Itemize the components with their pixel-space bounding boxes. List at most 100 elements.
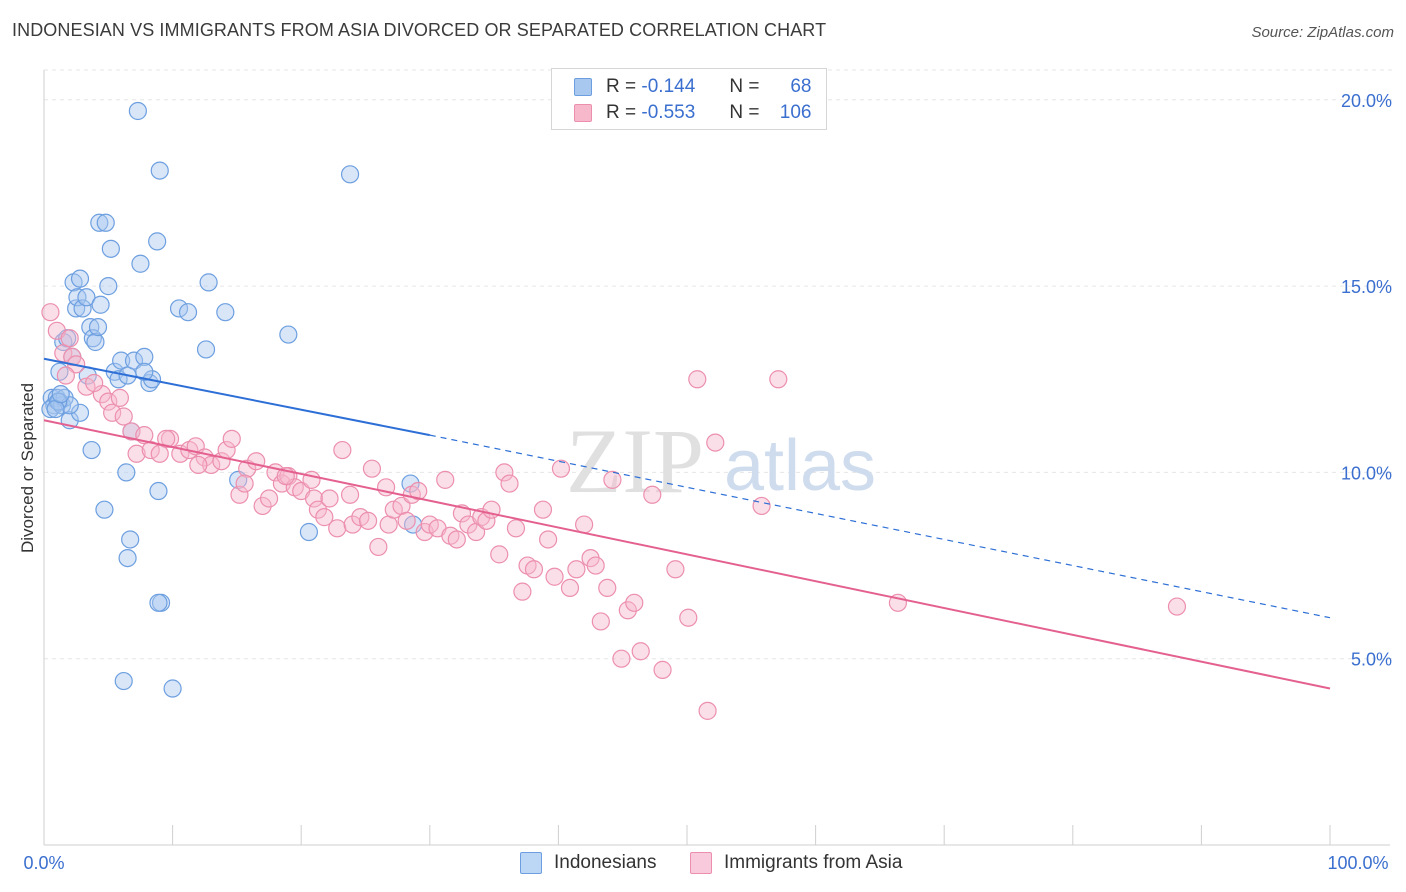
data-point: [60, 329, 79, 348]
data-point: [99, 392, 118, 411]
data-point: [299, 522, 319, 542]
zipatlas-watermark: ZIP atlas: [566, 410, 876, 512]
y-tick-label: 20.0%: [1341, 91, 1392, 111]
data-point: [706, 433, 725, 452]
data-point: [495, 463, 514, 482]
data-point: [560, 578, 580, 598]
data-point: [70, 403, 90, 422]
data-point: [150, 161, 169, 180]
legend-item-indonesians: Indonesians: [520, 852, 656, 874]
data-point: [70, 269, 90, 288]
y-tick-label: 5.0%: [1351, 650, 1392, 670]
data-point: [343, 515, 362, 534]
data-point: [397, 511, 416, 530]
data-point: [90, 213, 109, 232]
data-point: [127, 444, 146, 463]
data-point: [524, 560, 544, 579]
data-point: [1167, 597, 1187, 616]
data-point: [189, 455, 208, 475]
legend-n-label: N =: [729, 76, 760, 97]
data-point: [333, 440, 352, 460]
source-label: Source: ZipAtlas.com: [1251, 24, 1394, 41]
series-indonesians: [41, 101, 423, 698]
data-point: [591, 612, 610, 631]
data-point: [82, 440, 101, 460]
data-point: [91, 295, 110, 314]
legend-swatch-pink: [574, 104, 592, 122]
data-point: [769, 370, 788, 389]
legend-item-immigrants: Immigrants from Asia: [690, 852, 902, 874]
data-point: [369, 537, 388, 557]
data-point: [148, 232, 167, 251]
data-point: [49, 392, 68, 411]
y-tick-label: 15.0%: [1341, 277, 1392, 297]
x-tick-label: 100.0%: [1327, 853, 1388, 873]
data-point: [196, 340, 216, 359]
series-legend: Indonesians Immigrants from Asia: [0, 852, 1406, 878]
data-point: [199, 273, 218, 292]
correlation-legend: R = -0.144 N = 68 R = -0.553 N = 106: [551, 68, 827, 130]
data-point: [603, 470, 622, 489]
data-point: [124, 351, 144, 370]
data-point: [575, 515, 594, 534]
legend-swatch-immigrants: [690, 852, 712, 874]
data-point: [533, 500, 553, 519]
data-point: [253, 496, 272, 516]
trend-line-indonesians: [43, 357, 430, 437]
y-tick-label: 10.0%: [1341, 463, 1392, 483]
data-point: [500, 474, 519, 493]
data-point: [202, 455, 221, 475]
legend-swatch-indonesians: [520, 852, 542, 874]
gridlines: [44, 69, 1392, 660]
data-point: [752, 496, 771, 516]
data-point: [506, 519, 526, 538]
data-point: [698, 701, 717, 720]
data-point: [86, 332, 105, 352]
data-point: [279, 325, 298, 344]
legend-r-label: R =: [606, 102, 637, 123]
legend-label-immigrants: Immigrants from Asia: [724, 852, 903, 873]
data-point: [163, 679, 182, 698]
data-point: [688, 370, 707, 389]
legend-swatch-blue: [574, 78, 592, 96]
data-point: [118, 549, 137, 568]
trend-lines: [43, 357, 1331, 690]
data-point: [216, 303, 235, 322]
data-point: [135, 347, 154, 366]
data-point: [362, 459, 382, 478]
data-point: [490, 545, 509, 564]
tick-labels: 5.0% 10.0% 15.0% 20.0% 0.0% 100.0%: [23, 91, 1392, 873]
data-point: [103, 403, 122, 422]
data-point: [320, 489, 339, 508]
data-point: [41, 303, 60, 322]
data-point: [340, 165, 360, 184]
data-point: [551, 459, 571, 478]
data-point: [539, 530, 558, 549]
data-point: [631, 642, 650, 661]
data-point: [618, 601, 637, 620]
data-point: [513, 582, 532, 601]
legend-r-value: -0.144: [641, 76, 696, 97]
data-point: [95, 500, 114, 519]
legend-r-label: R =: [606, 76, 637, 97]
data-point: [304, 489, 324, 508]
data-point: [409, 481, 428, 501]
data-point: [110, 388, 129, 407]
data-point: [131, 254, 150, 273]
data-point: [96, 213, 115, 232]
data-point: [128, 101, 147, 121]
data-point: [567, 560, 586, 579]
legend-row-immigrants: R = -0.553 N = 106: [574, 101, 812, 125]
data-point: [340, 485, 360, 504]
data-point: [88, 317, 108, 337]
data-point: [178, 303, 198, 322]
data-point: [117, 463, 136, 482]
x-tick-label: 0.0%: [23, 853, 64, 873]
data-point: [447, 530, 466, 549]
data-point: [230, 485, 249, 504]
legend-n-value: 68: [790, 76, 812, 97]
data-point: [121, 530, 140, 549]
chart-title: INDONESIAN VS IMMIGRANTS FROM ASIA DIVOR…: [12, 20, 827, 40]
watermark-zip: ZIP: [566, 410, 704, 512]
